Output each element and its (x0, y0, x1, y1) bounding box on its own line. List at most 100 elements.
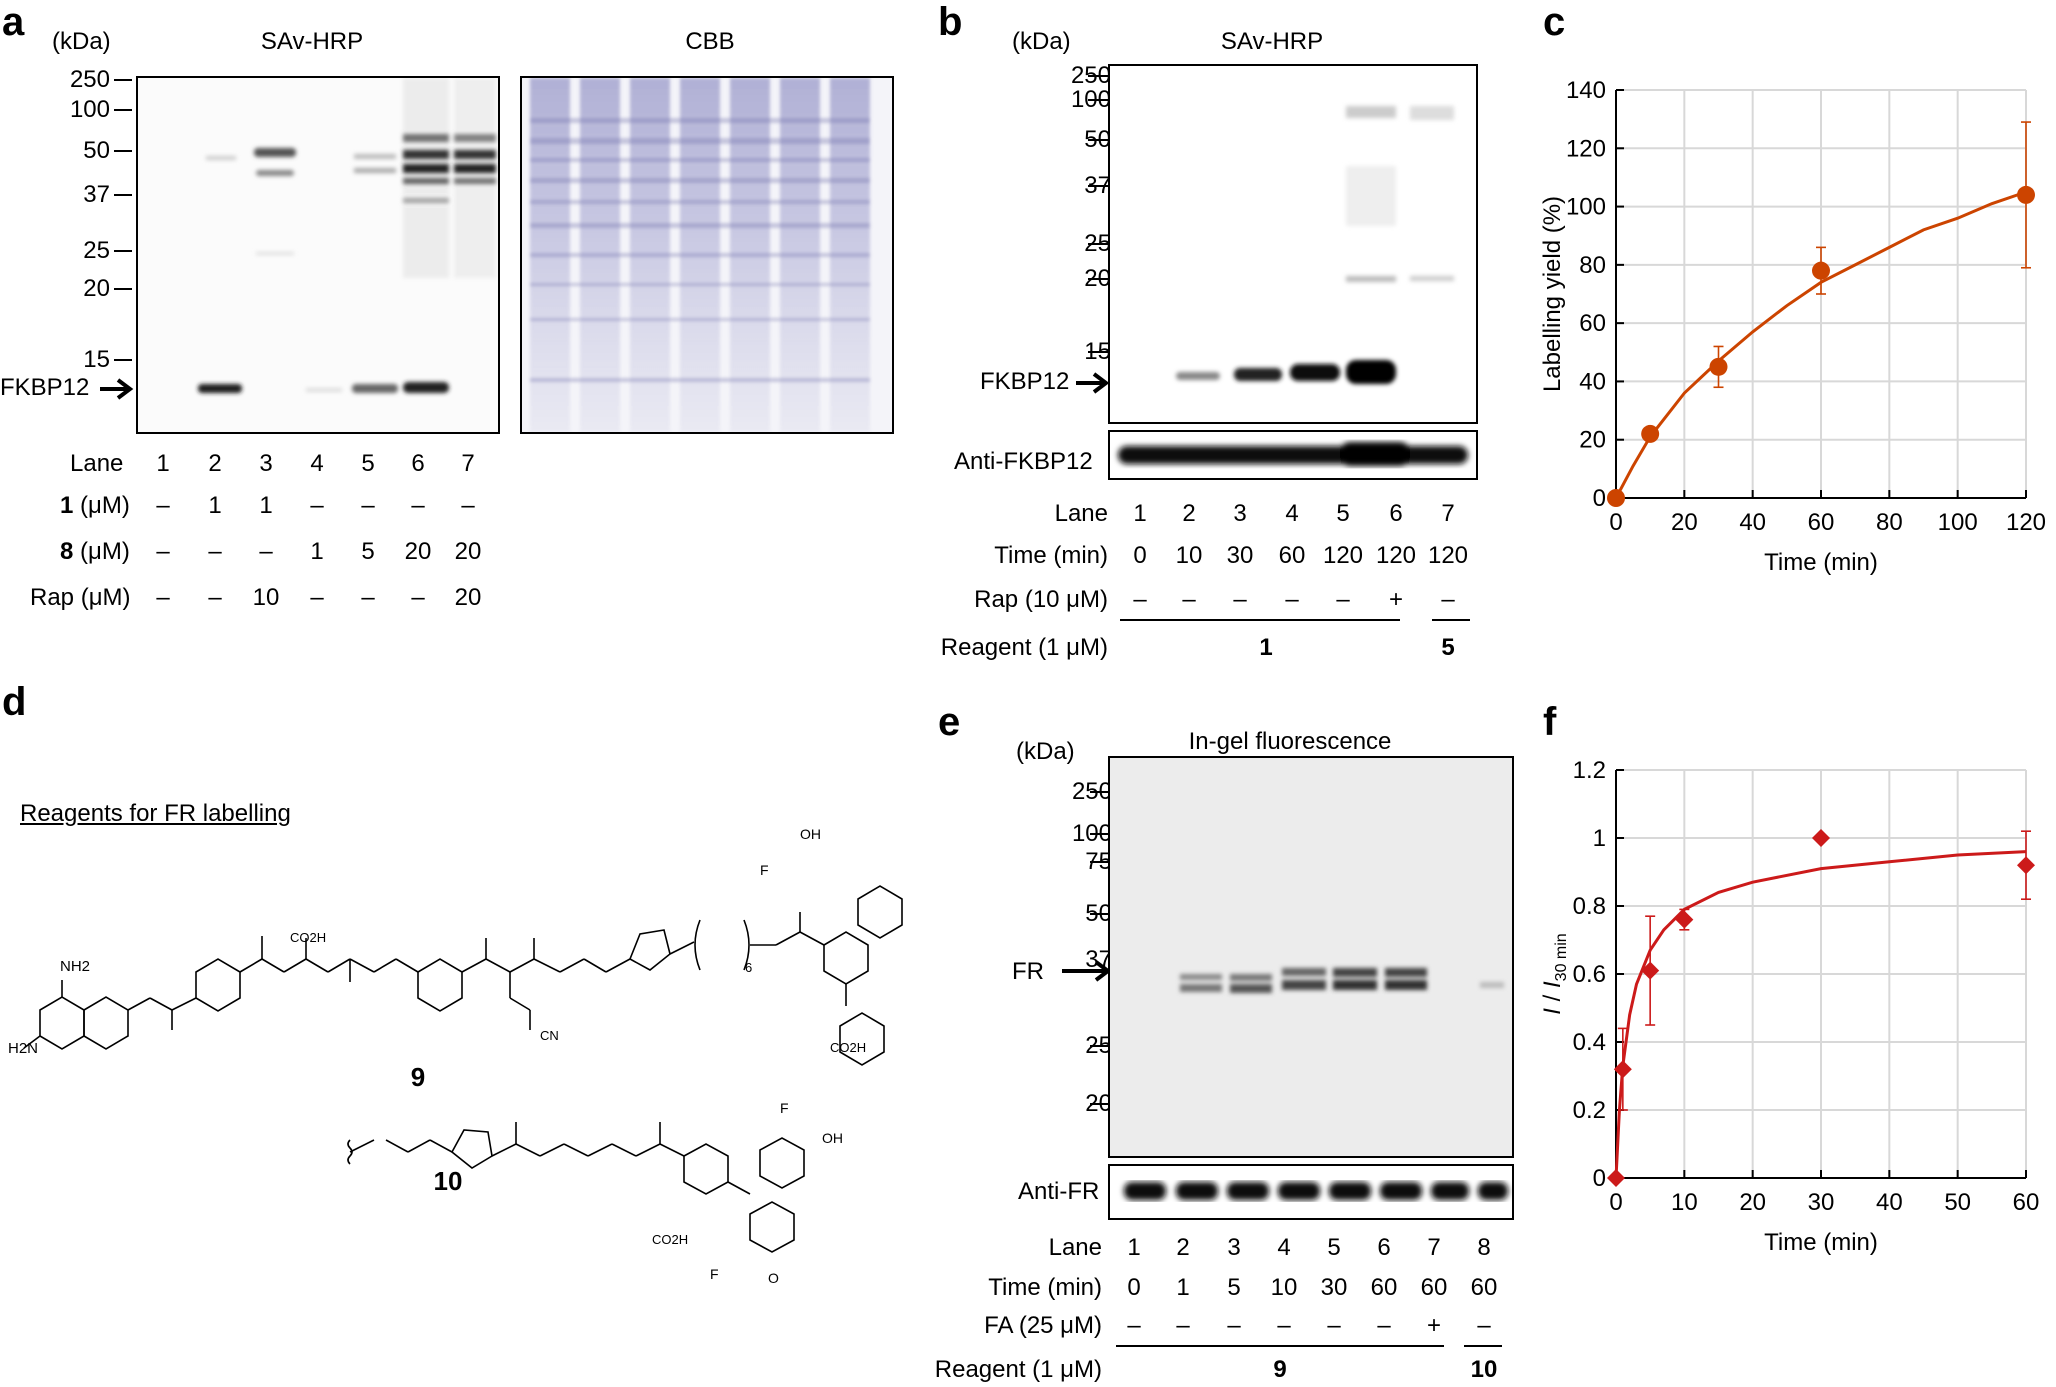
panel-a-marker: 50 (83, 137, 110, 164)
panel-a-cell: – (208, 538, 222, 565)
compound-10-label: 10 (433, 1166, 463, 1196)
panel-b-title: SAv-HRP (1220, 28, 1324, 55)
panel-a-cell: 20 (404, 538, 432, 565)
panel-e-cell: 7 (1427, 1234, 1441, 1261)
compound-9-label: 9 (410, 1062, 426, 1092)
atom-label: 6 (745, 960, 753, 975)
x-tick-label: 0 (1609, 1189, 1622, 1216)
data-point (1641, 961, 1660, 980)
data-point (2017, 856, 2035, 875)
panel-e-cell: 3 (1227, 1234, 1241, 1261)
panel-a-title-right: CBB (685, 28, 735, 55)
atom-label: H2N (8, 1040, 39, 1057)
panel-a-cell: 1 (259, 492, 273, 519)
chart-c-labelling-yield: 0 20 40 60 80 100 120 0 20 40 60 80 100 120 140 Time (m… (1540, 77, 2046, 576)
y-tick-label: 0.4 (1573, 1029, 1606, 1056)
panel-b-cell: – (1133, 586, 1147, 613)
x-tick-label: 10 (1671, 1189, 1698, 1216)
panel-a-cell: 6 (411, 450, 425, 477)
panel-e-anti-fr-blot (1108, 1164, 1514, 1220)
data-point (1607, 1169, 1625, 1187)
panel-e-reagent-label: Reagent (1 μM) (934, 1356, 1102, 1383)
panel-e-cell: – (1377, 1312, 1391, 1339)
y-tick-label: 0 (1593, 1165, 1606, 1192)
panel-a-marker-ticks (114, 79, 132, 361)
panel-a-cell: – (361, 492, 375, 519)
panel-e-in-gel-fluorescence-gel (1108, 756, 1514, 1158)
data-point (1607, 489, 1625, 507)
panel-b-cell: 120 (1427, 542, 1469, 569)
panel-e-anti-label: Anti-FR (1018, 1178, 1100, 1205)
panel-e-cell: 5 (1327, 1234, 1341, 1261)
panel-b-cell: – (1336, 586, 1350, 613)
panel-b-cell: – (1233, 586, 1247, 613)
panel-a-marker: 20 (83, 275, 110, 302)
y-axis-label: I / I30 min (1540, 933, 1570, 1014)
compound-10-structure (347, 1122, 805, 1253)
x-tick-label: 40 (1739, 509, 1766, 536)
panel-e-protein-label: FR (1012, 958, 1044, 985)
panel-e-cell: 60 (1470, 1274, 1498, 1301)
panel-b-cell: 6 (1389, 500, 1403, 527)
y-tick-label: 20 (1579, 427, 1606, 454)
panel-a-cell: 4 (310, 450, 324, 477)
panel-e-cell: + (1426, 1312, 1442, 1339)
panel-b-cell: 4 (1285, 500, 1299, 527)
panel-e-reagent-value: 10 (1470, 1356, 1498, 1383)
panel-a-marker: 37 (83, 181, 110, 208)
panel-a-cell: – (259, 538, 273, 565)
atom-label: CO2H (290, 930, 327, 945)
y-tick-label: 0.8 (1573, 893, 1606, 920)
panel-a-cell: 7 (461, 450, 475, 477)
y-tick-label: 1.2 (1573, 757, 1606, 784)
panel-b-cell: + (1388, 586, 1404, 613)
panel-a-cell: 20 (454, 584, 482, 611)
panel-a-lane-label: Lane (70, 450, 124, 477)
panel-e-cell: 4 (1277, 1234, 1291, 1261)
data-point (1675, 910, 1694, 929)
y-tick-label: 100 (1566, 194, 1606, 221)
panel-e-cell: 10 (1270, 1274, 1298, 1301)
atom-label: CO2H (652, 1232, 689, 1247)
y-tick-label: 0 (1593, 485, 1606, 512)
panel-b-row-label: Time (min) (994, 542, 1108, 569)
y-tick-label: 1 (1593, 825, 1606, 852)
panel-b-anti-label: Anti-FKBP12 (954, 448, 1093, 475)
panel-a-marker: 100 (69, 96, 110, 123)
x-tick-label: 80 (1876, 509, 1903, 536)
y-tick-label: 140 (1566, 77, 1606, 104)
arrow-right-icon (1076, 372, 1110, 394)
fit-curve (1614, 850, 2027, 1179)
panel-a-marker: 25 (83, 237, 110, 264)
panel-a-cell: 2 (208, 450, 222, 477)
panel-b-cell: 0 (1133, 542, 1147, 569)
panel-e-cell: 2 (1176, 1234, 1190, 1261)
x-tick-label: 50 (1944, 1189, 1971, 1216)
panel-e-reagent-value: 9 (1273, 1356, 1287, 1383)
panel-a-cell: 5 (361, 538, 375, 565)
panel-e-kda-label: (kDa) (1016, 738, 1075, 765)
panel-b-cell: – (1285, 586, 1299, 613)
data-point (2017, 185, 2035, 204)
panel-a-cell: 3 (259, 450, 273, 477)
atom-label: O (768, 1270, 779, 1286)
panel-b-cell: 120 (1322, 542, 1364, 569)
panel-e-marker-ticks (1090, 791, 1110, 1105)
panel-a-cell: 5 (361, 450, 375, 477)
panel-a-cell: – (361, 584, 375, 611)
compound-9-structure (23, 885, 903, 1066)
panel-a-cell: 1 (310, 538, 324, 565)
data-point (1709, 357, 1728, 376)
panel-e-cell: 60 (1370, 1274, 1398, 1301)
panel-b-cell: 7 (1441, 500, 1455, 527)
panel-e-cell: 6 (1377, 1234, 1391, 1261)
atom-label: CO2H (830, 1040, 867, 1055)
panel-a-cell: – (310, 584, 324, 611)
panel-b-cell: 30 (1226, 542, 1254, 569)
y-tick-label: 40 (1579, 368, 1606, 395)
x-tick-label: 60 (2013, 1189, 2040, 1216)
atom-label: OH (800, 826, 821, 842)
panel-a-cell: – (208, 584, 222, 611)
panel-b-cell: 10 (1175, 542, 1203, 569)
panel-a-marker: 15 (83, 346, 110, 373)
